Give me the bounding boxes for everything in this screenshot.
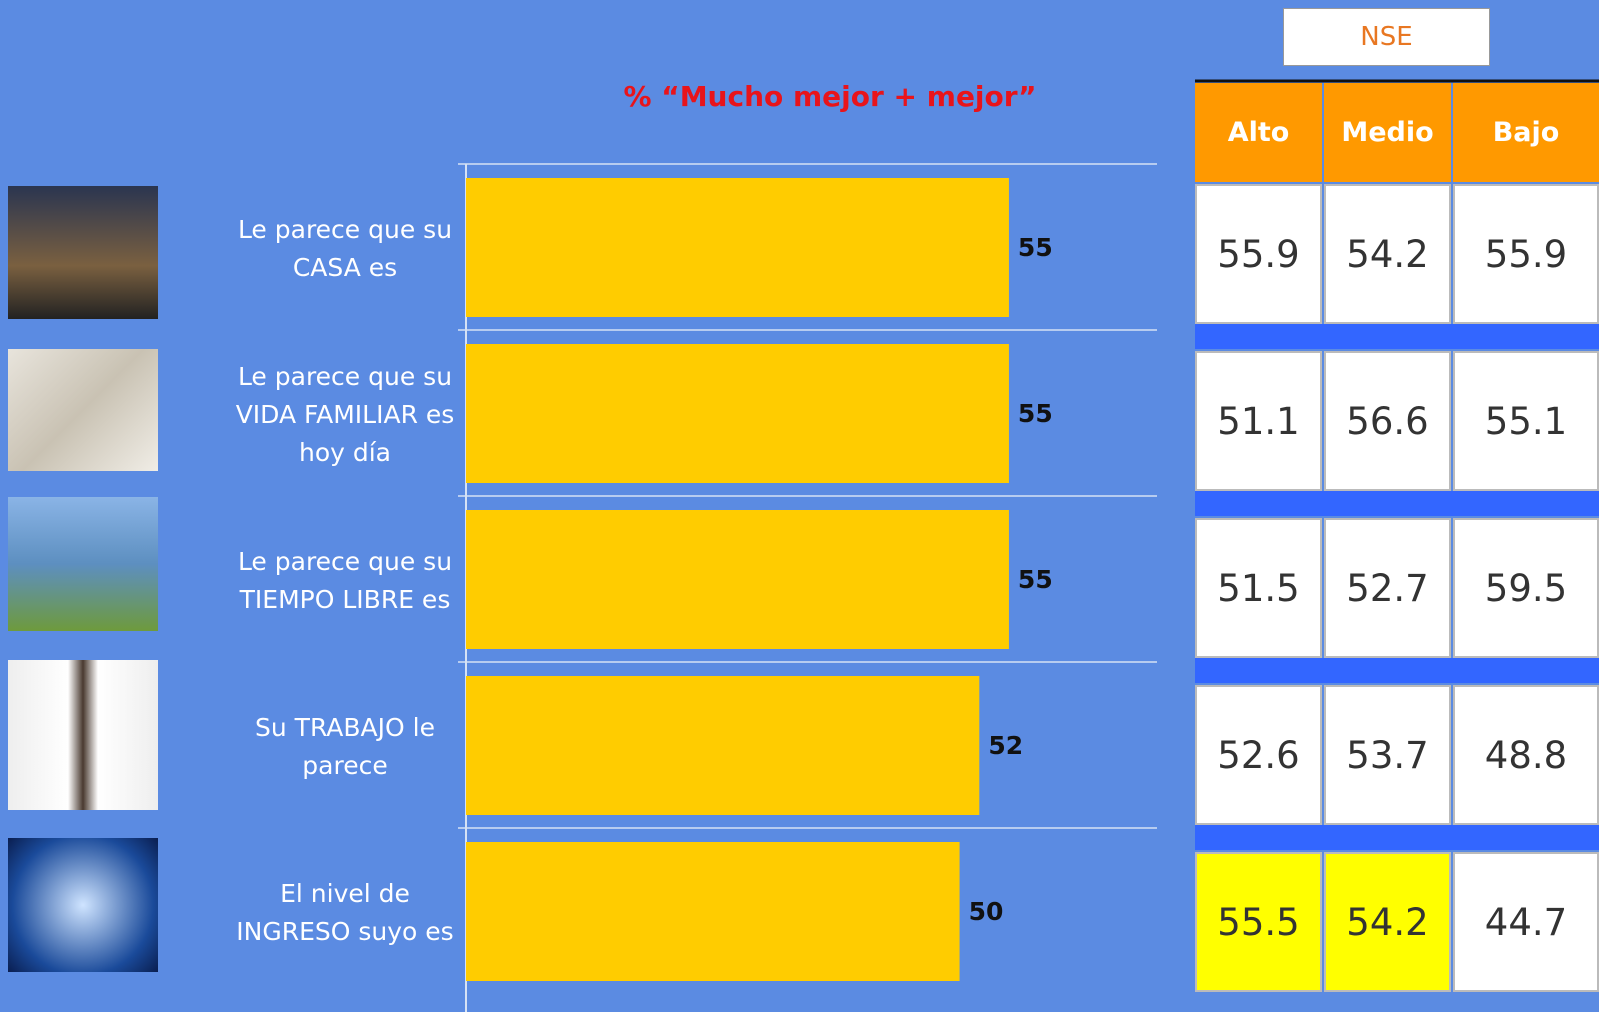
bar: [466, 178, 1009, 317]
photo-leisure: [8, 497, 158, 631]
bar: [466, 510, 1009, 649]
row-separator: [1195, 658, 1599, 683]
column-header: Bajo: [1453, 83, 1599, 182]
table-cell: 56.6: [1324, 351, 1451, 491]
table-cell: 48.8: [1453, 685, 1599, 825]
category-label: El nivel de INGRESO suyo es: [236, 879, 454, 946]
category-label: Le parece que su CASA es: [237, 215, 453, 282]
category-label: Su TRABAJO le parece: [255, 713, 435, 780]
table-cell: 55.5: [1195, 852, 1322, 992]
photo-income: [8, 838, 158, 972]
photo-house: [8, 186, 158, 319]
value-label: 50: [969, 897, 1004, 926]
table-cell: 54.2: [1324, 184, 1451, 324]
table-cell: 59.5: [1453, 518, 1599, 658]
photo-work: [8, 660, 158, 810]
category-label: Le parece que su TIEMPO LIBRE es: [237, 547, 453, 614]
table-cell: 55.9: [1453, 184, 1599, 324]
table-cell: 52.7: [1324, 518, 1451, 658]
value-label: 52: [988, 731, 1023, 760]
table-cell: 54.2: [1324, 852, 1451, 992]
column-header: Alto: [1195, 83, 1322, 182]
table-cell: 44.7: [1453, 852, 1599, 992]
table-cell: 52.6: [1195, 685, 1322, 825]
table-title: NSE: [1283, 8, 1490, 66]
value-label: 55: [1018, 233, 1053, 262]
table-cell: 51.1: [1195, 351, 1322, 491]
bar: [466, 676, 980, 815]
table-cell: 51.5: [1195, 518, 1322, 658]
row-separator: [1195, 825, 1599, 850]
table-cell: 55.9: [1195, 184, 1322, 324]
row-separator: [1195, 324, 1599, 349]
table-cell: 55.1: [1453, 351, 1599, 491]
category-label: Le parece que su VIDA FAMILIAR es hoy dí…: [235, 362, 455, 467]
photo-family: [8, 349, 158, 471]
table-cell: 53.7: [1324, 685, 1451, 825]
value-label: 55: [1018, 399, 1053, 428]
chart-title: % “Mucho mejor + mejor”: [623, 80, 1036, 113]
value-label: 55: [1018, 565, 1053, 594]
row-separator: [1195, 491, 1599, 516]
bar: [466, 842, 960, 981]
column-header: Medio: [1324, 83, 1451, 182]
bar: [466, 344, 1009, 483]
